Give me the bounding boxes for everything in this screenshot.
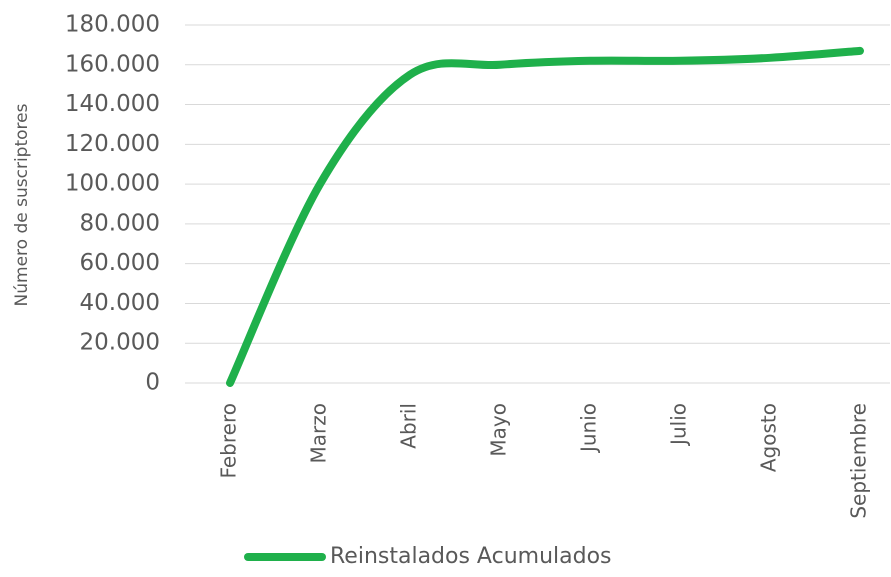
x-tick-label: Julio <box>667 403 691 447</box>
x-tick-label: Mayo <box>487 403 511 457</box>
y-tick-label: 20.000 <box>80 330 160 356</box>
legend-label: Reinstalados Acumulados <box>330 544 612 569</box>
x-tick-label: Agosto <box>757 403 781 472</box>
y-tick-label: 140.000 <box>65 91 160 117</box>
y-tick-label: 40.000 <box>80 290 160 316</box>
x-tick-label: Septiembre <box>847 403 871 519</box>
y-tick-label: 80.000 <box>80 210 160 236</box>
y-tick-label: 180.000 <box>65 12 160 38</box>
line-series <box>226 46 864 387</box>
x-tick-label: Junio <box>577 403 601 454</box>
y-tick-label: 100.000 <box>65 171 160 197</box>
x-tick-label: Marzo <box>307 403 331 463</box>
y-axis-title: Número de suscriptores <box>12 103 32 306</box>
x-tick-label: Abril <box>397 403 421 449</box>
y-tick-label: 160.000 <box>65 51 160 77</box>
y-tick-label: 120.000 <box>65 131 160 157</box>
y-tick-label: 60.000 <box>80 250 160 276</box>
x-tick-label: Febrero <box>217 403 241 479</box>
y-tick-label: 0 <box>145 370 160 396</box>
